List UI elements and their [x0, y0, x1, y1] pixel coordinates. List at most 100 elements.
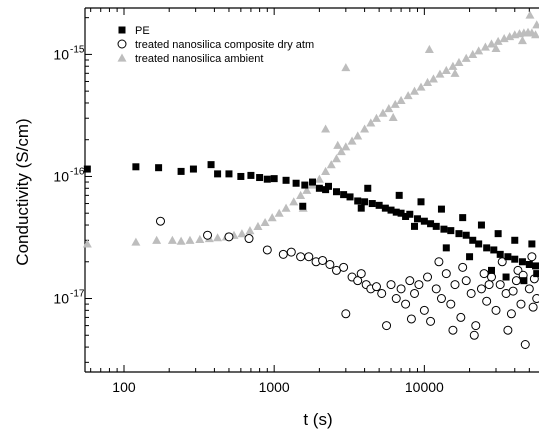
- data-point: [511, 276, 521, 286]
- data-point: [274, 208, 284, 217]
- data-point: [354, 197, 362, 205]
- legend: PE treated nanosilica composite dry atm tr…: [117, 25, 314, 65]
- data-point: [413, 215, 421, 223]
- data-point: [341, 63, 351, 72]
- data-point: [471, 321, 481, 331]
- data-point: [387, 206, 395, 214]
- data-point: [155, 216, 165, 226]
- data-point: [401, 299, 411, 309]
- data-point: [195, 234, 205, 244]
- data-point: [423, 272, 433, 282]
- data-point: [189, 165, 197, 173]
- data-point: [244, 234, 254, 244]
- data-point: [511, 236, 519, 244]
- data-point: [531, 30, 539, 39]
- data-point: [416, 82, 426, 91]
- data-point: [396, 284, 406, 294]
- data-point: [461, 53, 471, 62]
- data-point: [410, 86, 420, 95]
- y-tick-exponent: -15: [70, 44, 85, 55]
- data-point: [296, 190, 306, 199]
- data-point: [450, 280, 460, 290]
- data-point: [484, 280, 494, 290]
- data-point: [357, 204, 365, 212]
- data-point: [167, 235, 177, 244]
- data-point: [462, 231, 470, 239]
- data-point: [516, 299, 526, 309]
- data-point: [491, 305, 501, 315]
- data-point: [341, 142, 351, 151]
- data-point: [371, 113, 381, 122]
- data-point: [524, 284, 534, 294]
- data-point: [491, 43, 501, 52]
- data-point: [428, 74, 438, 83]
- data-point: [339, 262, 349, 272]
- data-point: [299, 202, 307, 210]
- data-point: [441, 65, 451, 74]
- data-point: [225, 170, 233, 178]
- data-point: [325, 259, 335, 269]
- series-0: [83, 161, 539, 285]
- data-point: [371, 282, 381, 292]
- data-point: [131, 237, 141, 246]
- data-point: [435, 69, 445, 78]
- data-point: [458, 262, 468, 272]
- data-point: [474, 46, 484, 55]
- data-point: [331, 154, 341, 163]
- data-point: [341, 309, 351, 319]
- data-point: [289, 197, 299, 206]
- plot-frame: [84, 7, 539, 373]
- data-point: [477, 221, 485, 229]
- data-point: [406, 210, 414, 218]
- data-point: [496, 250, 504, 258]
- data-point: [286, 247, 296, 257]
- data-point: [432, 222, 440, 230]
- data-point: [466, 253, 474, 261]
- data-point: [405, 276, 415, 286]
- data-point: [475, 240, 483, 248]
- data-point: [278, 249, 288, 259]
- data-point: [479, 269, 489, 279]
- data-point: [495, 280, 505, 290]
- series-1: [155, 216, 539, 349]
- data-point: [520, 277, 528, 285]
- data-point: [493, 36, 503, 45]
- data-point: [503, 325, 513, 335]
- x-tick-label: 10000: [405, 379, 444, 395]
- data-point: [292, 179, 300, 187]
- data-point: [423, 77, 433, 86]
- data-point: [533, 270, 539, 278]
- data-point: [450, 68, 460, 77]
- data-point: [424, 44, 434, 53]
- data-point: [177, 167, 185, 175]
- data-point: [326, 160, 336, 169]
- series-2: [82, 10, 539, 248]
- data-point: [426, 316, 436, 326]
- data-point: [384, 104, 394, 113]
- data-point: [353, 131, 363, 140]
- data-point: [502, 273, 510, 281]
- data-point: [437, 205, 445, 213]
- legend-marker: [118, 26, 126, 34]
- data-point: [256, 174, 264, 182]
- data-point: [468, 49, 478, 59]
- data-point: [414, 280, 424, 290]
- data-point: [442, 244, 450, 252]
- data-point: [270, 175, 278, 183]
- data-point: [321, 166, 331, 176]
- data-point: [469, 236, 477, 244]
- data-point: [340, 191, 348, 199]
- data-point: [525, 260, 533, 268]
- data-point: [304, 252, 314, 262]
- x-axis-label: t (s): [303, 410, 332, 429]
- data-point: [483, 244, 491, 252]
- x-tick-label: 100: [112, 379, 136, 395]
- data-point: [296, 252, 306, 262]
- data-point: [427, 220, 435, 228]
- data-point: [214, 170, 222, 178]
- data-point: [446, 299, 456, 309]
- data-point: [346, 193, 354, 201]
- data-point: [82, 239, 92, 248]
- y-tick-label: 10: [53, 291, 69, 307]
